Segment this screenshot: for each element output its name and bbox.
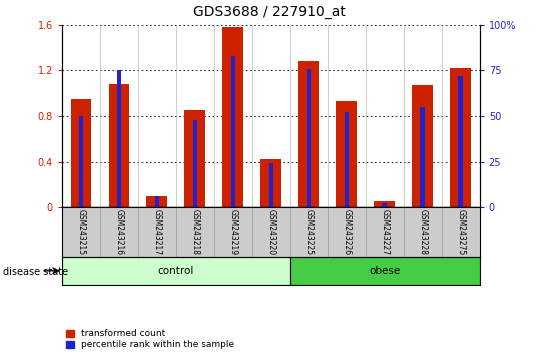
Bar xyxy=(307,69,311,207)
Text: GSM243218: GSM243218 xyxy=(190,209,199,255)
Text: GSM243228: GSM243228 xyxy=(418,209,427,255)
Text: GDS3688 / 227910_at: GDS3688 / 227910_at xyxy=(193,5,346,19)
Text: GSM243226: GSM243226 xyxy=(342,209,351,255)
Text: GSM243220: GSM243220 xyxy=(266,209,275,255)
Text: GSM243215: GSM243215 xyxy=(77,209,86,255)
Text: control: control xyxy=(158,266,194,276)
Text: obese: obese xyxy=(369,266,400,276)
Bar xyxy=(268,163,273,207)
Bar xyxy=(71,99,92,207)
Bar xyxy=(108,84,129,207)
Text: GSM243227: GSM243227 xyxy=(381,209,389,255)
Text: GSM243217: GSM243217 xyxy=(153,209,161,255)
Bar xyxy=(116,70,121,207)
Bar xyxy=(231,56,235,207)
Bar xyxy=(383,204,387,207)
Bar xyxy=(155,196,159,207)
Bar xyxy=(184,110,205,207)
Bar xyxy=(420,107,425,207)
Bar xyxy=(290,257,480,285)
Text: GSM243219: GSM243219 xyxy=(229,209,237,255)
Bar xyxy=(79,116,83,207)
Text: GSM243216: GSM243216 xyxy=(114,209,123,255)
Bar xyxy=(260,159,281,207)
Bar xyxy=(344,112,349,207)
Legend: transformed count, percentile rank within the sample: transformed count, percentile rank withi… xyxy=(66,329,234,349)
Text: GSM243225: GSM243225 xyxy=(305,209,313,255)
Bar xyxy=(336,101,357,207)
Bar xyxy=(147,196,168,207)
Bar xyxy=(299,61,319,207)
Bar xyxy=(459,76,463,207)
Bar xyxy=(374,201,395,207)
Bar xyxy=(412,85,433,207)
Bar xyxy=(450,68,471,207)
Bar xyxy=(223,27,243,207)
Text: GSM243275: GSM243275 xyxy=(456,209,465,255)
Text: disease state: disease state xyxy=(3,267,68,277)
Bar xyxy=(62,257,290,285)
Bar xyxy=(192,120,197,207)
